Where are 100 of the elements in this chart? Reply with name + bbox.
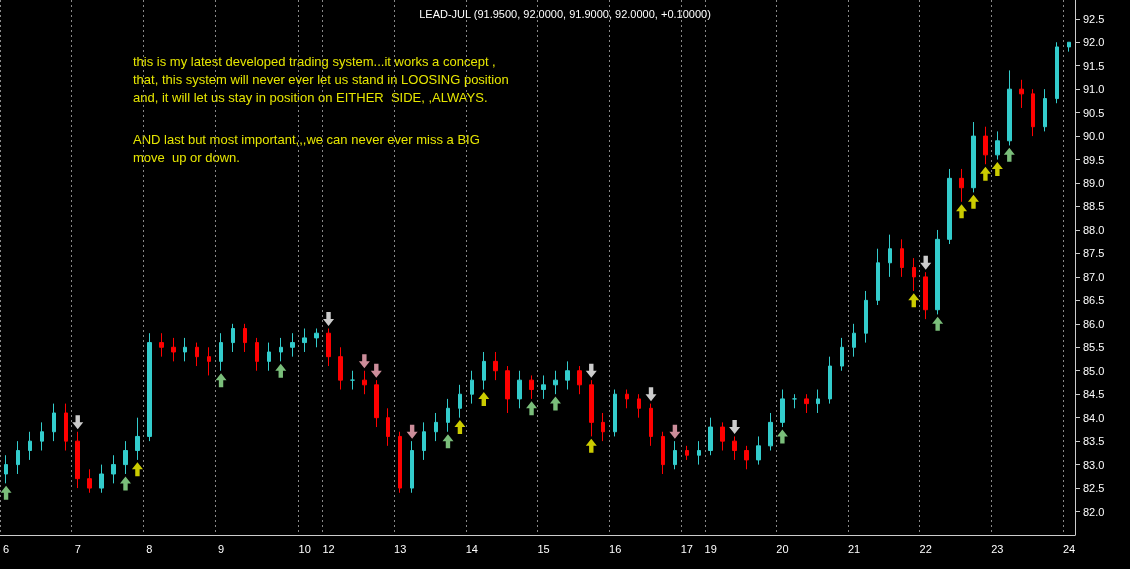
x-tick-label: 9 — [217, 542, 225, 555]
point — [585, 438, 597, 453]
x-tick-label: 15 — [537, 542, 550, 555]
y-tick-label: 89.5 — [1083, 153, 1105, 166]
candlestick — [565, 360, 570, 391]
candlestick — [159, 332, 164, 358]
point — [1003, 147, 1015, 162]
candlestick — [900, 238, 904, 278]
x-tick-label: 6 — [3, 542, 10, 555]
candlestick — [1067, 41, 1071, 53]
candlestick — [123, 440, 128, 475]
candlestick — [840, 337, 844, 372]
candlestick — [661, 431, 665, 475]
point — [549, 396, 561, 411]
y-tick-label: 84.0 — [1083, 411, 1105, 424]
candlestick — [446, 398, 450, 433]
y-tick-label: 82.5 — [1083, 482, 1105, 495]
candlestick — [708, 417, 713, 456]
candlestick — [87, 468, 92, 494]
y-tick-label: 87.5 — [1083, 247, 1105, 260]
candlestick — [410, 440, 414, 494]
candlestick — [637, 393, 641, 419]
candlestick — [314, 328, 319, 348]
point — [442, 434, 454, 449]
point — [0, 485, 12, 500]
x-tick-label: 13 — [394, 542, 407, 555]
candlestick — [625, 389, 629, 409]
x-tick-label: 19 — [704, 542, 717, 555]
candlestick — [1055, 41, 1059, 104]
point — [72, 415, 84, 430]
x-tick-label: 10 — [298, 542, 311, 555]
candlestick — [1007, 69, 1012, 146]
candlestick — [279, 337, 283, 362]
point — [119, 476, 131, 491]
candlestick — [720, 421, 725, 452]
y-tick-label: 91.0 — [1083, 83, 1105, 96]
y-tick-label: 88.5 — [1083, 200, 1105, 213]
y-tick-label: 85.0 — [1083, 364, 1105, 377]
candlestick — [864, 290, 868, 344]
y-tick-label: 86.5 — [1083, 294, 1105, 307]
y-tick-label: 87.0 — [1083, 270, 1105, 283]
candlestick — [255, 337, 259, 372]
candlestick — [876, 248, 880, 306]
candlestick — [852, 323, 856, 358]
point — [454, 420, 466, 435]
candlestick — [422, 421, 426, 461]
point — [215, 373, 227, 388]
candlestick — [28, 431, 32, 461]
point — [956, 204, 968, 219]
candlestick — [768, 412, 773, 452]
candlestick — [947, 168, 952, 245]
candlestick — [290, 332, 295, 358]
point — [275, 363, 287, 378]
point — [585, 363, 597, 378]
candlestick — [505, 365, 510, 414]
point — [358, 354, 370, 369]
candlestick — [386, 407, 390, 447]
candlestick — [338, 346, 343, 391]
candlestick — [935, 229, 940, 315]
candlestick — [697, 440, 701, 466]
point — [967, 194, 979, 209]
y-tick-label: 86.0 — [1083, 317, 1105, 330]
candlestick — [434, 412, 438, 442]
x-tick-label: 24 — [1062, 542, 1076, 555]
point — [908, 293, 920, 308]
candlestick — [1043, 88, 1047, 132]
candlestick — [183, 337, 187, 362]
point — [478, 391, 490, 406]
candlestick — [302, 328, 307, 353]
candlestick — [828, 356, 832, 405]
candlestick — [685, 445, 689, 461]
candlestick — [135, 417, 140, 461]
candlestick — [52, 403, 56, 442]
point — [776, 429, 788, 444]
x-tick-label: 21 — [847, 542, 861, 555]
candlestick — [16, 440, 20, 475]
candlestick — [744, 445, 749, 470]
candlestick — [40, 421, 44, 452]
x-tick-label: 22 — [919, 542, 932, 555]
candlestick — [792, 393, 797, 409]
candlestick — [529, 374, 534, 400]
candlestick — [780, 389, 785, 428]
y-tick-label: 82.0 — [1083, 505, 1105, 518]
point — [526, 401, 538, 416]
candlestick — [4, 454, 8, 484]
point — [991, 161, 1003, 176]
candlestick — [923, 271, 928, 320]
point — [669, 424, 681, 439]
x-tick-label: 12 — [322, 542, 335, 555]
candlestick — [64, 403, 68, 452]
x-tick-label: 7 — [74, 542, 81, 555]
candlestick — [470, 370, 474, 405]
candlestick — [673, 440, 677, 470]
candlestick — [541, 374, 546, 400]
candlestick — [1019, 79, 1024, 109]
candlestick — [601, 412, 605, 442]
x-tick-label: 23 — [991, 542, 1004, 555]
candlestick — [147, 332, 152, 442]
y-tick-label: 90.0 — [1083, 130, 1105, 143]
candlestick — [350, 370, 355, 391]
